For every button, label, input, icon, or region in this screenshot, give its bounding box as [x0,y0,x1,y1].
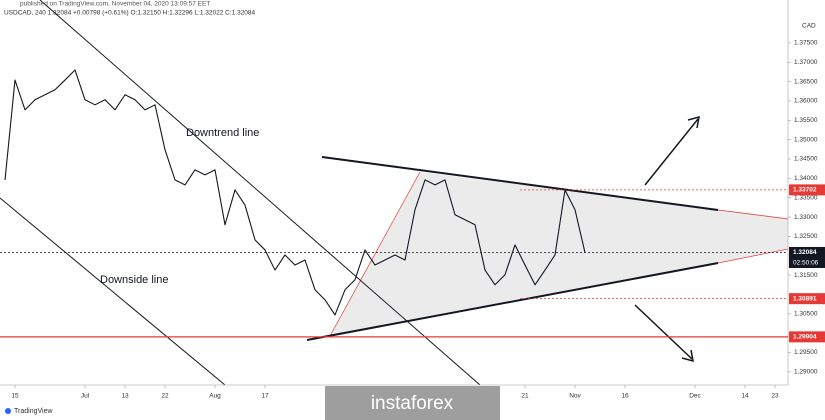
x-tick-label: Nov [569,393,581,400]
y-tick-label: 1.34000 [794,175,818,182]
trend-extension [717,248,789,264]
x-tick-label: 16 [621,393,629,400]
x-tick-label: 13 [121,393,129,400]
x-tick-label: 17 [261,393,269,400]
countdown-box [789,257,825,268]
x-tick-label: Aug [209,393,221,400]
y-tick-label: 1.35000 [794,136,818,143]
x-tick-label: Dec [689,393,701,400]
price-label-box [789,184,825,196]
published: published on TradingView.com, November 0… [20,1,210,8]
logo-icon [5,408,11,414]
x-tick-label: 23 [771,393,779,400]
logo: TradingView [14,408,53,415]
currency: CAD [802,23,816,30]
y-tick-label: 1.36000 [794,98,818,105]
triangle-fill [330,172,788,336]
triangle-edge [329,171,421,337]
y-tick-label: 1.37500 [794,40,818,47]
x-tick-label: 21 [521,393,529,400]
y-tick-label: 1.32500 [794,233,818,240]
support-line [306,262,719,341]
price-label: 1.33702 [793,187,817,194]
resistance-line [321,156,719,211]
x-tick-label: 15 [11,393,19,400]
downside-line [0,197,226,386]
y-tick-label: 1.34500 [794,156,818,163]
y-tick-label: 1.31500 [794,272,818,279]
x-tick-label: Jul [81,393,90,400]
watermark-box [325,386,500,420]
price-label: 1.32084 [793,249,817,256]
y-tick-label: 1.29000 [794,369,818,376]
y-tick-label: 1.33500 [794,194,818,201]
y-tick-label: 1.33000 [794,214,818,221]
price-line [4,69,586,316]
annotation: Downtrend line [186,127,259,139]
arrow-head [681,349,694,363]
x-tick-label: 14 [741,393,749,400]
x-tick-label: 22 [161,393,169,400]
price-label-box [789,246,825,258]
symbol-info: USDCAD, 240 1.32084 +0.00798 (+0.61%) O:… [4,10,256,17]
arrow-head [687,115,700,129]
arrow-up [644,118,699,186]
y-tick-label: 1.37000 [794,59,818,66]
price-label-box [789,293,825,305]
countdown: 02:50:06 [793,260,819,267]
price-label: 1.29904 [793,334,817,341]
arrow-down [634,304,693,360]
price-label-box [789,331,825,343]
y-tick-label: 1.30500 [794,311,818,318]
price-label: 1.30891 [793,295,817,302]
y-tick-label: 1.36500 [794,78,818,85]
trend-extension [717,209,789,220]
y-tick-label: 1.35500 [794,117,818,124]
watermark: instaforex [371,393,454,414]
annotation: Downside line [100,274,168,286]
y-tick-label: 1.29500 [794,349,818,356]
downtrend-line [39,0,481,386]
